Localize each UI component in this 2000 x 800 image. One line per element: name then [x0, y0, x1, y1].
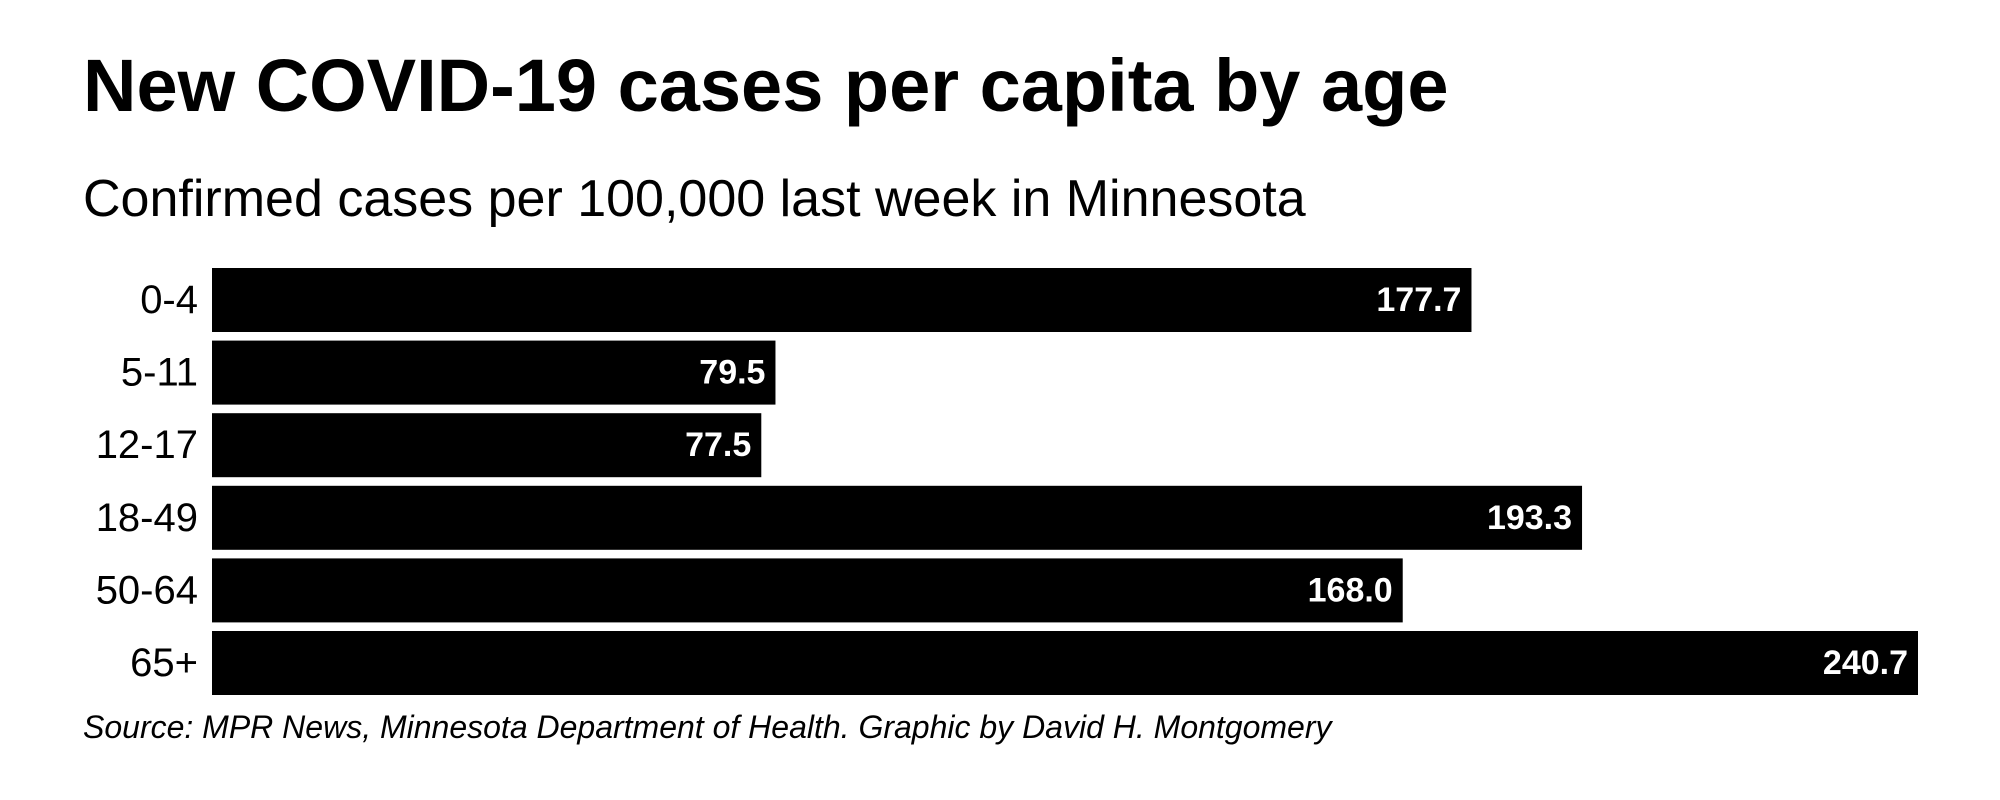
category-label: 18-49	[96, 496, 198, 540]
category-label: 12-17	[96, 423, 198, 467]
source-note: Source: MPR News, Minnesota Department o…	[83, 709, 1332, 745]
bar-0-4	[212, 268, 1472, 332]
value-label: 168.0	[1308, 571, 1393, 609]
category-label: 65+	[130, 641, 198, 685]
category-label: 0-4	[140, 278, 198, 322]
chart-title: New COVID-19 cases per capita by age	[83, 44, 1449, 127]
bar-65+	[212, 631, 1918, 695]
category-label: 5-11	[121, 351, 198, 395]
value-label: 79.5	[699, 354, 765, 392]
bar-12-17	[212, 413, 762, 478]
value-label: 193.3	[1487, 499, 1572, 537]
value-label: 77.5	[685, 426, 751, 464]
chart-subtitle: Confirmed cases per 100,000 last week in…	[83, 170, 1306, 228]
bars-group: 0-4 177.7 5-11 79.5 12-17 77.5 18-49 193.3 50-64…	[96, 268, 1918, 695]
bar-50-64	[212, 558, 1403, 623]
value-label: 177.7	[1376, 281, 1461, 319]
bar-18-49	[212, 485, 1583, 550]
bar-5-11	[212, 340, 776, 405]
value-label: 240.7	[1823, 644, 1908, 682]
category-label: 50-64	[96, 568, 198, 612]
